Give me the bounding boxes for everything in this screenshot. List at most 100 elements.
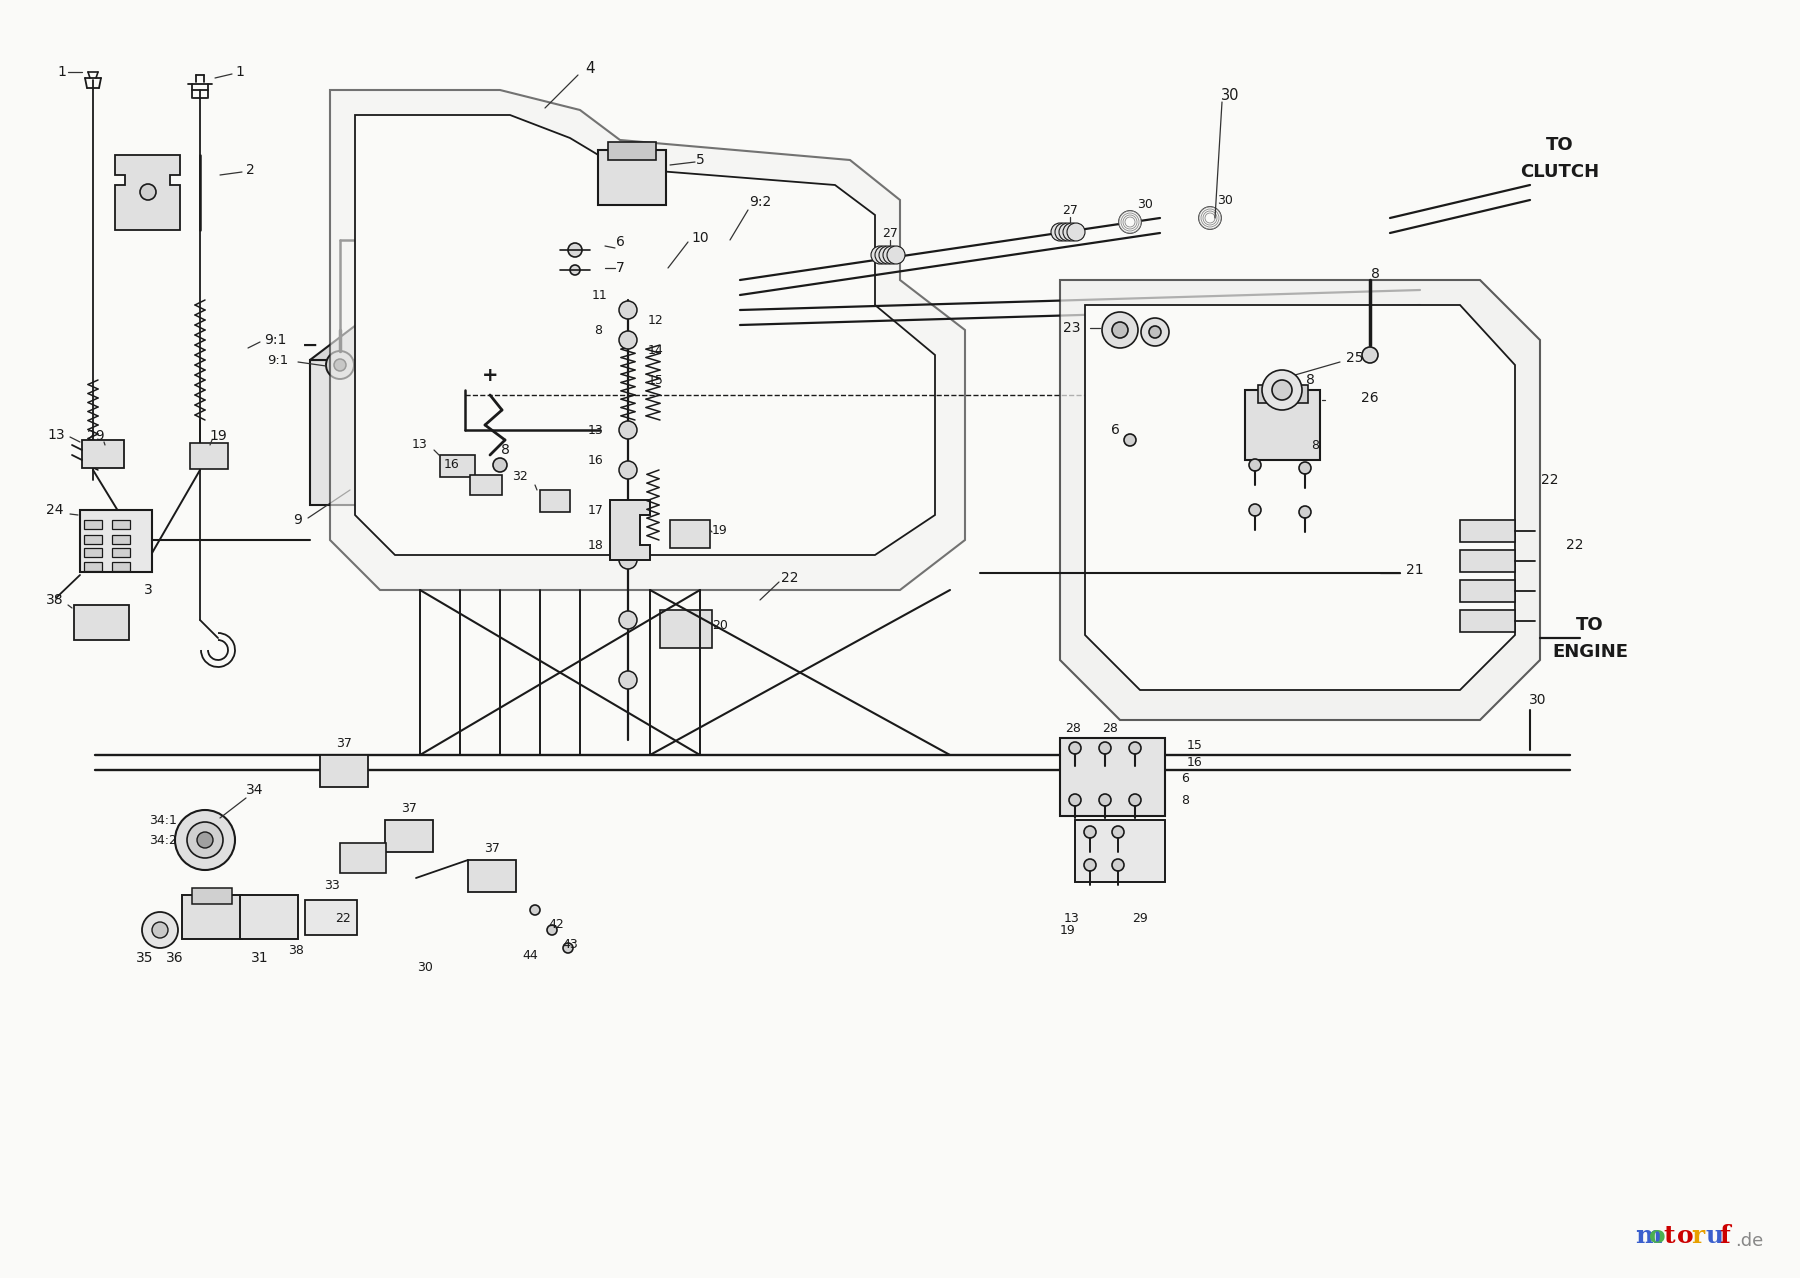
Text: m: m xyxy=(1634,1224,1661,1249)
Text: 30: 30 xyxy=(1138,198,1154,211)
Text: 16: 16 xyxy=(1188,755,1202,768)
Circle shape xyxy=(619,331,637,349)
Text: u: u xyxy=(1705,1224,1723,1249)
Text: 6: 6 xyxy=(1181,772,1190,785)
Text: 5: 5 xyxy=(695,153,704,167)
Polygon shape xyxy=(1085,305,1516,690)
Circle shape xyxy=(569,243,581,257)
Circle shape xyxy=(1148,326,1161,337)
Circle shape xyxy=(1292,389,1307,403)
Text: 27: 27 xyxy=(882,226,898,239)
Circle shape xyxy=(619,551,637,569)
Circle shape xyxy=(1112,859,1123,872)
Text: 1: 1 xyxy=(236,65,245,79)
Bar xyxy=(85,562,103,571)
Text: 16: 16 xyxy=(445,458,459,470)
Circle shape xyxy=(1201,210,1219,227)
Text: TO: TO xyxy=(1577,616,1604,634)
Bar xyxy=(1460,520,1516,542)
Bar xyxy=(1258,385,1309,403)
Circle shape xyxy=(619,611,637,629)
Text: 15: 15 xyxy=(648,373,664,386)
Circle shape xyxy=(619,671,637,689)
Text: 8: 8 xyxy=(500,443,509,458)
Circle shape xyxy=(619,461,637,479)
Text: o: o xyxy=(1678,1224,1694,1249)
Bar xyxy=(83,440,124,468)
Circle shape xyxy=(1273,380,1292,400)
Text: 9:1: 9:1 xyxy=(265,334,286,348)
Bar xyxy=(79,510,151,573)
Text: 24: 24 xyxy=(47,504,63,518)
Text: 17: 17 xyxy=(589,504,605,516)
Text: 8: 8 xyxy=(1310,438,1319,451)
Text: 37: 37 xyxy=(337,736,353,749)
Text: 8: 8 xyxy=(1370,267,1379,281)
Circle shape xyxy=(1363,348,1379,363)
Bar xyxy=(1075,820,1165,882)
Text: 9:2: 9:2 xyxy=(749,196,770,210)
Polygon shape xyxy=(506,322,554,505)
Circle shape xyxy=(563,943,572,953)
Bar xyxy=(112,548,130,557)
Bar xyxy=(1460,610,1516,633)
Bar xyxy=(304,900,356,935)
Text: 19: 19 xyxy=(713,524,727,537)
Bar xyxy=(85,535,103,544)
Bar xyxy=(193,888,232,904)
Text: 13: 13 xyxy=(1064,911,1080,924)
Text: 31: 31 xyxy=(252,951,268,965)
Bar xyxy=(670,520,709,548)
Text: 33: 33 xyxy=(324,878,340,892)
Text: CLUTCH: CLUTCH xyxy=(1521,164,1600,181)
Bar xyxy=(85,520,103,529)
Circle shape xyxy=(619,420,637,440)
Circle shape xyxy=(619,302,637,320)
Circle shape xyxy=(151,921,167,938)
Circle shape xyxy=(1123,435,1136,446)
Circle shape xyxy=(175,810,236,870)
Text: 10: 10 xyxy=(691,231,709,245)
Text: 6: 6 xyxy=(616,235,625,249)
Circle shape xyxy=(140,184,157,199)
Text: 8: 8 xyxy=(1181,794,1190,806)
Bar xyxy=(191,443,229,469)
Text: 9: 9 xyxy=(293,512,302,527)
Circle shape xyxy=(142,912,178,948)
Circle shape xyxy=(1202,211,1217,225)
Polygon shape xyxy=(1060,280,1541,720)
Text: 19: 19 xyxy=(1060,924,1076,937)
Bar xyxy=(320,755,367,787)
Text: 34: 34 xyxy=(247,783,265,797)
Bar xyxy=(340,843,385,873)
Bar xyxy=(1460,580,1516,602)
Polygon shape xyxy=(115,155,180,230)
Polygon shape xyxy=(310,322,554,360)
Circle shape xyxy=(493,458,508,472)
Circle shape xyxy=(1120,211,1141,233)
Circle shape xyxy=(1125,217,1136,227)
Circle shape xyxy=(1204,213,1215,222)
Bar xyxy=(1246,390,1319,460)
Circle shape xyxy=(1051,222,1069,242)
Text: 22: 22 xyxy=(335,911,351,924)
Bar xyxy=(661,610,713,648)
Circle shape xyxy=(1102,312,1138,348)
Circle shape xyxy=(1249,504,1262,516)
Text: 13: 13 xyxy=(47,428,65,442)
Circle shape xyxy=(1141,318,1168,346)
Text: 6: 6 xyxy=(1111,423,1120,437)
Text: 8: 8 xyxy=(594,323,601,336)
Text: 36: 36 xyxy=(166,951,184,965)
Text: 35: 35 xyxy=(137,951,153,965)
Text: TO: TO xyxy=(1546,135,1573,155)
Circle shape xyxy=(1055,222,1073,242)
Circle shape xyxy=(571,265,580,275)
Text: r: r xyxy=(1690,1224,1705,1249)
Circle shape xyxy=(187,822,223,858)
Bar xyxy=(1460,550,1516,573)
Circle shape xyxy=(1112,826,1123,838)
Text: 1: 1 xyxy=(58,65,67,79)
Bar xyxy=(239,895,299,939)
Text: ENGINE: ENGINE xyxy=(1552,643,1627,661)
